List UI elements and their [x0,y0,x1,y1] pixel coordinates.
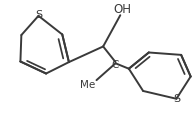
Text: S: S [173,94,180,104]
Text: Me: Me [80,80,96,90]
Text: S: S [35,10,42,20]
Text: OH: OH [113,3,131,16]
Text: C: C [112,60,119,69]
